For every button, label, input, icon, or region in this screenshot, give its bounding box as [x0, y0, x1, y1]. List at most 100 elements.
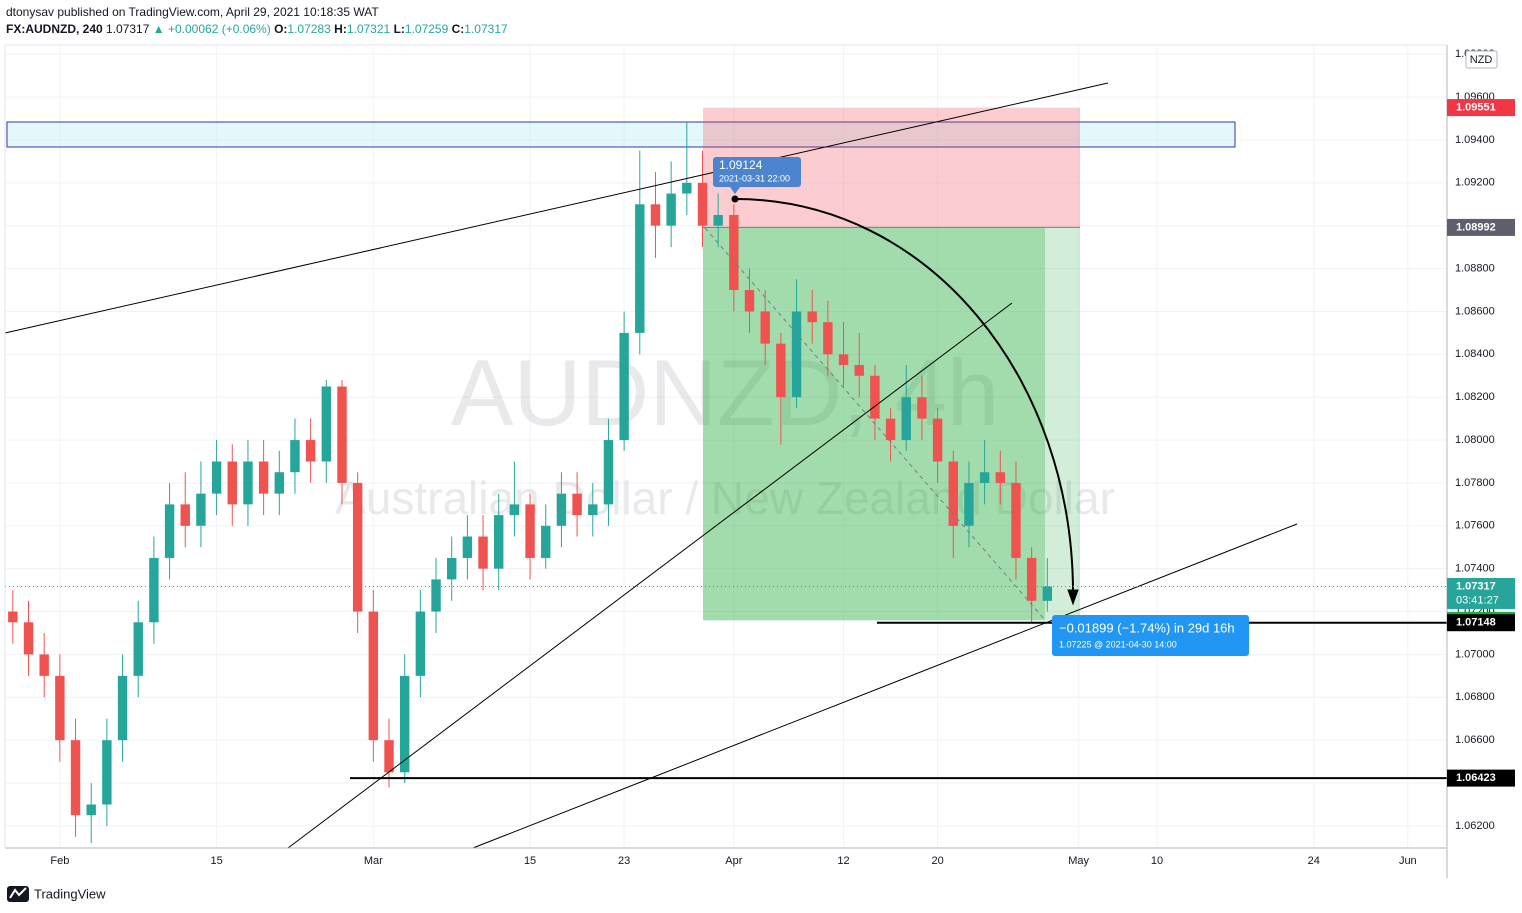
publisher: dtonysav published on TradingView.com, A… [6, 5, 379, 19]
x-tick-label: 20 [931, 855, 943, 867]
candle-body [86, 804, 96, 816]
candle-body [290, 440, 300, 473]
candle-body [117, 675, 128, 741]
y-tick-label: 1.07600 [1455, 520, 1495, 532]
y-tick-label: 1.08400 [1455, 348, 1495, 360]
candle-body [1011, 482, 1021, 558]
candle-body [149, 557, 159, 623]
candle-body [274, 472, 284, 494]
ohlc-label: H: [334, 22, 347, 36]
price-label-box [1447, 769, 1515, 787]
price-label-box [1447, 99, 1515, 117]
candle-body [102, 740, 112, 805]
candle-body [917, 397, 927, 419]
x-tick-label: 15 [524, 855, 536, 867]
y-tick-label: 1.07800 [1455, 477, 1495, 489]
end-callout: −0.01899 (−1.74%) in 29d 16h 1.07225 @ 2… [1052, 615, 1249, 656]
countdown: 03:41:27 [1456, 594, 1499, 606]
candle-body [258, 461, 269, 494]
price-label-box [1447, 614, 1515, 632]
candle-body [399, 675, 410, 773]
candle-body [556, 493, 567, 526]
curved-arrow [734, 198, 1075, 599]
ohlc: O:1.07283 H:1.07321 L:1.07259 C:1.07317 [274, 22, 508, 36]
symbol-line: FX:AUDNZD, 240 1.07317 ▲ +0.00062 (+0.06… [6, 21, 508, 38]
candles [8, 122, 1053, 844]
candle-body [415, 611, 426, 676]
candle-body [964, 482, 974, 526]
price-label-box [1447, 218, 1515, 236]
price-label: 1.07148 [1456, 617, 1496, 629]
y-tick-label: 1.07400 [1455, 563, 1495, 575]
candle-body [164, 504, 175, 558]
candle-body [321, 386, 332, 462]
candle-body [650, 204, 661, 226]
x-tick-label: 10 [1151, 855, 1163, 867]
candle-body [431, 579, 441, 612]
candle-body [39, 654, 49, 676]
candle-body [619, 332, 629, 441]
ohlc-label: O: [274, 22, 288, 36]
footer: TradingView [7, 886, 106, 902]
callout-change: −0.01899 (−1.74%) in 29d 16h [1059, 620, 1235, 635]
trend-line [472, 523, 1298, 849]
y-tick-label: 1.08600 [1455, 305, 1495, 317]
currency-box [1465, 50, 1498, 69]
price-axis [1447, 0, 1522, 913]
candle-body [196, 493, 206, 526]
candle-body [1026, 557, 1037, 601]
price-label: 1.08992 [1456, 221, 1496, 233]
currency: NZD [1470, 54, 1493, 66]
candle-body [854, 365, 864, 376]
candle-body [635, 204, 645, 333]
ohlc-value: 1.07321 [346, 22, 391, 36]
candle-body [588, 504, 598, 516]
arrow-start [731, 195, 739, 203]
candle-body [823, 322, 833, 355]
x-tick-label: Mar [364, 855, 383, 867]
target-zone-ext [1045, 227, 1080, 621]
callout-price: 1.09124 [719, 158, 763, 172]
x-tick-label: 24 [1308, 855, 1320, 867]
candle-body [666, 193, 676, 226]
candle-body [478, 536, 488, 569]
x-tick-label: 15 [210, 855, 222, 867]
candle-body [180, 504, 190, 526]
supply-zone [6, 121, 1236, 148]
candle-body [227, 461, 237, 505]
trend-line [4, 82, 1109, 334]
y-tick-label: 1.09200 [1455, 177, 1495, 189]
y-tick-label: 1.08000 [1455, 434, 1495, 446]
change: ▲ +0.00062 (+0.06%) [152, 22, 271, 36]
header: dtonysav published on TradingView.com, A… [6, 4, 508, 38]
candle-body [870, 375, 880, 419]
candle-body [682, 182, 692, 194]
candle-body [713, 214, 723, 226]
candle-body [337, 386, 347, 483]
price-label: 1.07317 [1456, 580, 1496, 592]
candle-body [243, 461, 253, 505]
x-tick-label: 12 [837, 855, 849, 867]
position-path [704, 227, 1046, 621]
candle-body [760, 311, 770, 344]
candle-body [70, 740, 81, 816]
y-tick-label: 1.06600 [1455, 734, 1495, 746]
y-tick-label: 1.06800 [1455, 691, 1495, 703]
ohlc-value: 1.07317 [464, 22, 508, 36]
callout-time: 2021-03-31 22:00 [719, 173, 790, 183]
brand: TradingView [34, 886, 106, 901]
price-label-box [1447, 577, 1515, 609]
candle-body [494, 515, 504, 569]
candle-body [838, 354, 849, 366]
candle-body [901, 397, 911, 441]
candle-body [807, 311, 817, 323]
callout-box [1052, 615, 1249, 656]
grid [5, 45, 1447, 848]
candle-body [55, 675, 65, 741]
candle-body [572, 493, 582, 516]
candle-body [368, 611, 379, 741]
y-tick-label: 1.07000 [1455, 648, 1495, 660]
candle-body [352, 482, 363, 612]
